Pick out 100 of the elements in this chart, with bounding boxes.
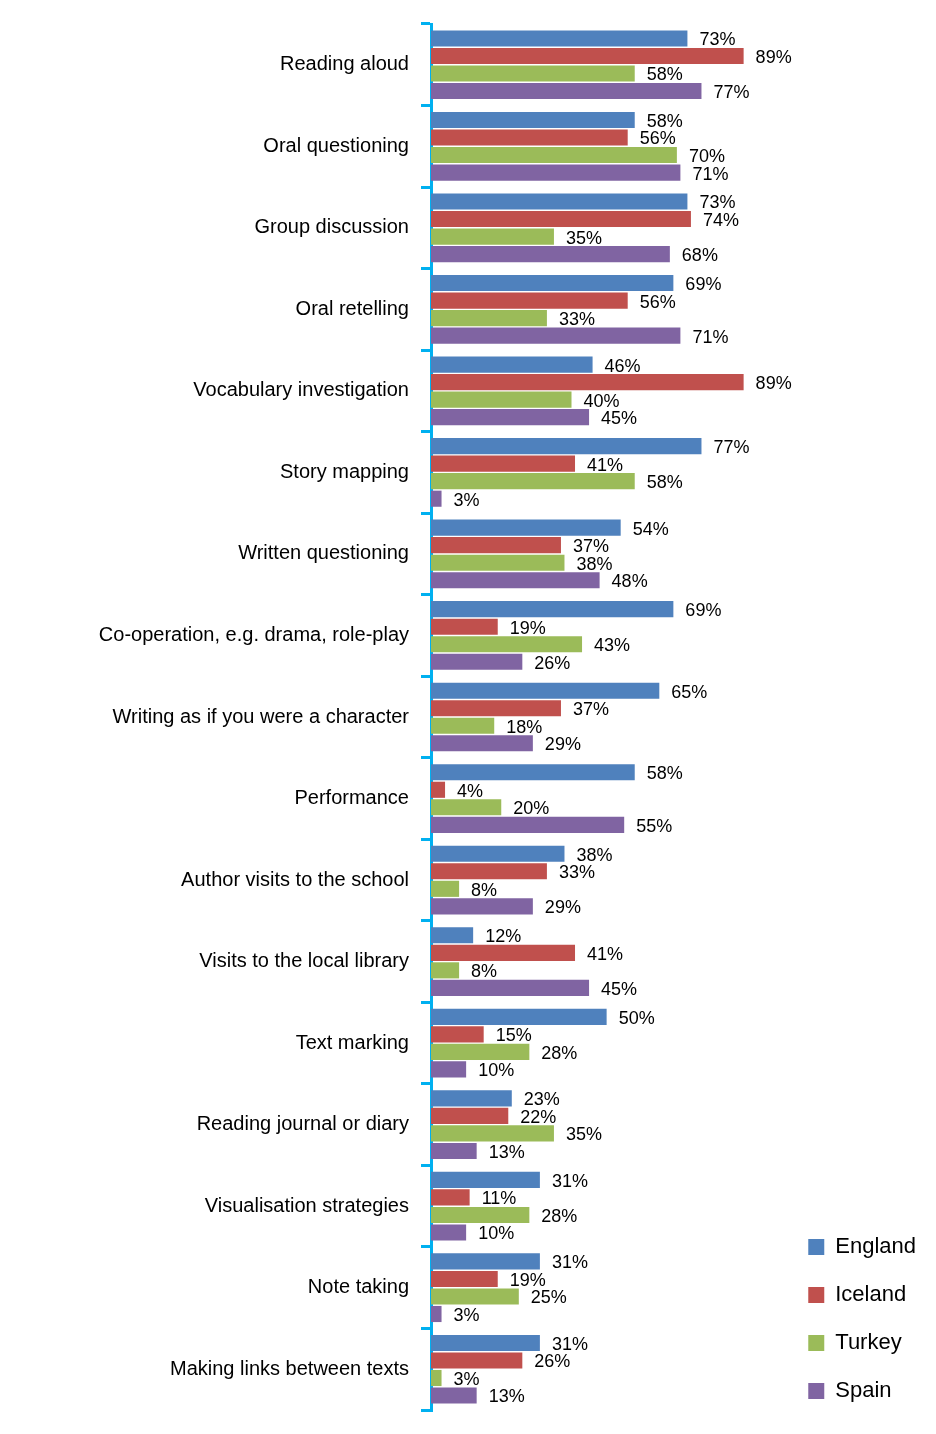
bar	[431, 1090, 512, 1107]
data-label: 89%	[755, 46, 792, 67]
data-label: 77%	[713, 82, 750, 103]
bar	[431, 1125, 554, 1142]
bar	[431, 1270, 498, 1288]
data-label: 12%	[485, 926, 522, 947]
data-label: 54%	[632, 518, 669, 539]
bar	[431, 979, 590, 996]
bar	[431, 193, 688, 210]
bar	[431, 47, 744, 65]
bar	[431, 618, 498, 635]
data-label: 28%	[541, 1042, 578, 1063]
bar	[431, 455, 576, 472]
data-label: 31%	[551, 1252, 588, 1273]
bar	[431, 1008, 607, 1025]
bar	[431, 228, 554, 245]
bar	[431, 962, 460, 979]
data-label: 73%	[699, 192, 736, 213]
data-label: 25%	[530, 1287, 567, 1308]
bar	[431, 65, 635, 82]
bar	[431, 1387, 477, 1404]
bar	[431, 717, 495, 734]
data-label: 28%	[541, 1205, 578, 1226]
bar	[431, 1369, 442, 1387]
data-label: 73%	[699, 29, 736, 50]
data-label: 13%	[488, 1141, 525, 1162]
bar	[431, 292, 628, 309]
y-tick-label: Note taking	[307, 1275, 409, 1298]
y-tick-label: Visualisation strategies	[204, 1193, 409, 1216]
y-tick-label: Author visits to the school	[181, 867, 409, 890]
data-label: 71%	[692, 326, 729, 347]
data-label: 77%	[713, 437, 750, 458]
bar	[431, 1305, 442, 1323]
data-label: 89%	[755, 373, 792, 394]
data-label: 43%	[594, 635, 631, 656]
data-label: 3%	[453, 1368, 480, 1389]
bar	[431, 1043, 530, 1060]
bar	[431, 391, 572, 408]
data-label: 50%	[618, 1007, 655, 1028]
bar	[431, 275, 674, 292]
bar	[431, 653, 523, 670]
data-label: 58%	[646, 64, 683, 85]
data-label: 55%	[636, 815, 673, 836]
data-label: 19%	[509, 617, 546, 638]
bar	[431, 111, 635, 129]
bar	[431, 129, 628, 146]
y-tick-label: Vocabulary investigation	[193, 378, 409, 401]
bar	[431, 83, 702, 100]
data-label: 4%	[457, 780, 484, 801]
data-label: 65%	[671, 681, 708, 702]
data-label: 56%	[639, 128, 676, 149]
bar	[431, 781, 446, 798]
data-label: 69%	[685, 600, 722, 621]
data-label: 31%	[551, 1333, 588, 1354]
data-label: 29%	[544, 897, 581, 918]
data-label: 20%	[513, 798, 550, 819]
legend-label: England	[835, 1233, 917, 1259]
y-tick-label: Group discussion	[254, 215, 409, 238]
data-label: 11%	[481, 1188, 517, 1209]
y-tick-label: Text marking	[295, 1030, 409, 1053]
bar	[431, 735, 533, 752]
data-label: 48%	[611, 571, 648, 592]
y-tick-label: Story mapping	[280, 459, 409, 482]
data-label: 13%	[488, 1386, 525, 1407]
bar	[431, 473, 635, 490]
data-label: 33%	[558, 862, 595, 883]
data-label: 10%	[478, 1060, 515, 1081]
bar	[431, 927, 474, 944]
data-label: 29%	[544, 734, 581, 755]
bar	[431, 438, 702, 455]
bar	[431, 1224, 467, 1241]
data-label: 40%	[583, 390, 620, 411]
bar	[431, 164, 681, 181]
data-label: 8%	[471, 961, 498, 982]
data-label: 33%	[558, 309, 595, 330]
data-label: 8%	[471, 879, 498, 900]
bar	[431, 1107, 509, 1124]
bar	[431, 519, 621, 536]
data-label: 3%	[453, 1304, 480, 1325]
bar	[431, 1026, 484, 1043]
legend-label: Iceland	[835, 1281, 907, 1307]
bar	[431, 211, 691, 228]
bar	[431, 816, 625, 833]
bar	[431, 572, 600, 589]
data-label: 74%	[702, 210, 739, 231]
y-tick-label: Writing as if you were a character	[112, 704, 410, 727]
bar	[431, 327, 681, 344]
data-label: 35%	[565, 227, 602, 248]
y-tick-label: Visits to the local library	[199, 949, 409, 972]
bar	[431, 601, 674, 618]
y-tick-label: Making links between texts	[169, 1356, 409, 1379]
y-tick-label: Written questioning	[238, 541, 409, 564]
data-label: 58%	[646, 472, 683, 493]
y-tick-label: Reading journal or diary	[196, 1112, 409, 1135]
data-label: 18%	[506, 716, 543, 737]
bar	[431, 1288, 519, 1305]
data-label: 38%	[576, 844, 613, 865]
data-label: 69%	[685, 274, 722, 295]
data-label: 41%	[587, 454, 624, 475]
data-label: 10%	[478, 1223, 515, 1244]
